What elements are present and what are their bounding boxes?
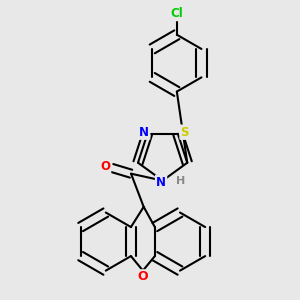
Text: N: N	[139, 126, 149, 139]
Text: Cl: Cl	[170, 7, 183, 20]
Text: O: O	[100, 160, 110, 173]
Text: O: O	[138, 270, 148, 284]
Text: H: H	[176, 176, 186, 186]
Text: N: N	[156, 176, 166, 189]
Text: S: S	[181, 126, 189, 139]
